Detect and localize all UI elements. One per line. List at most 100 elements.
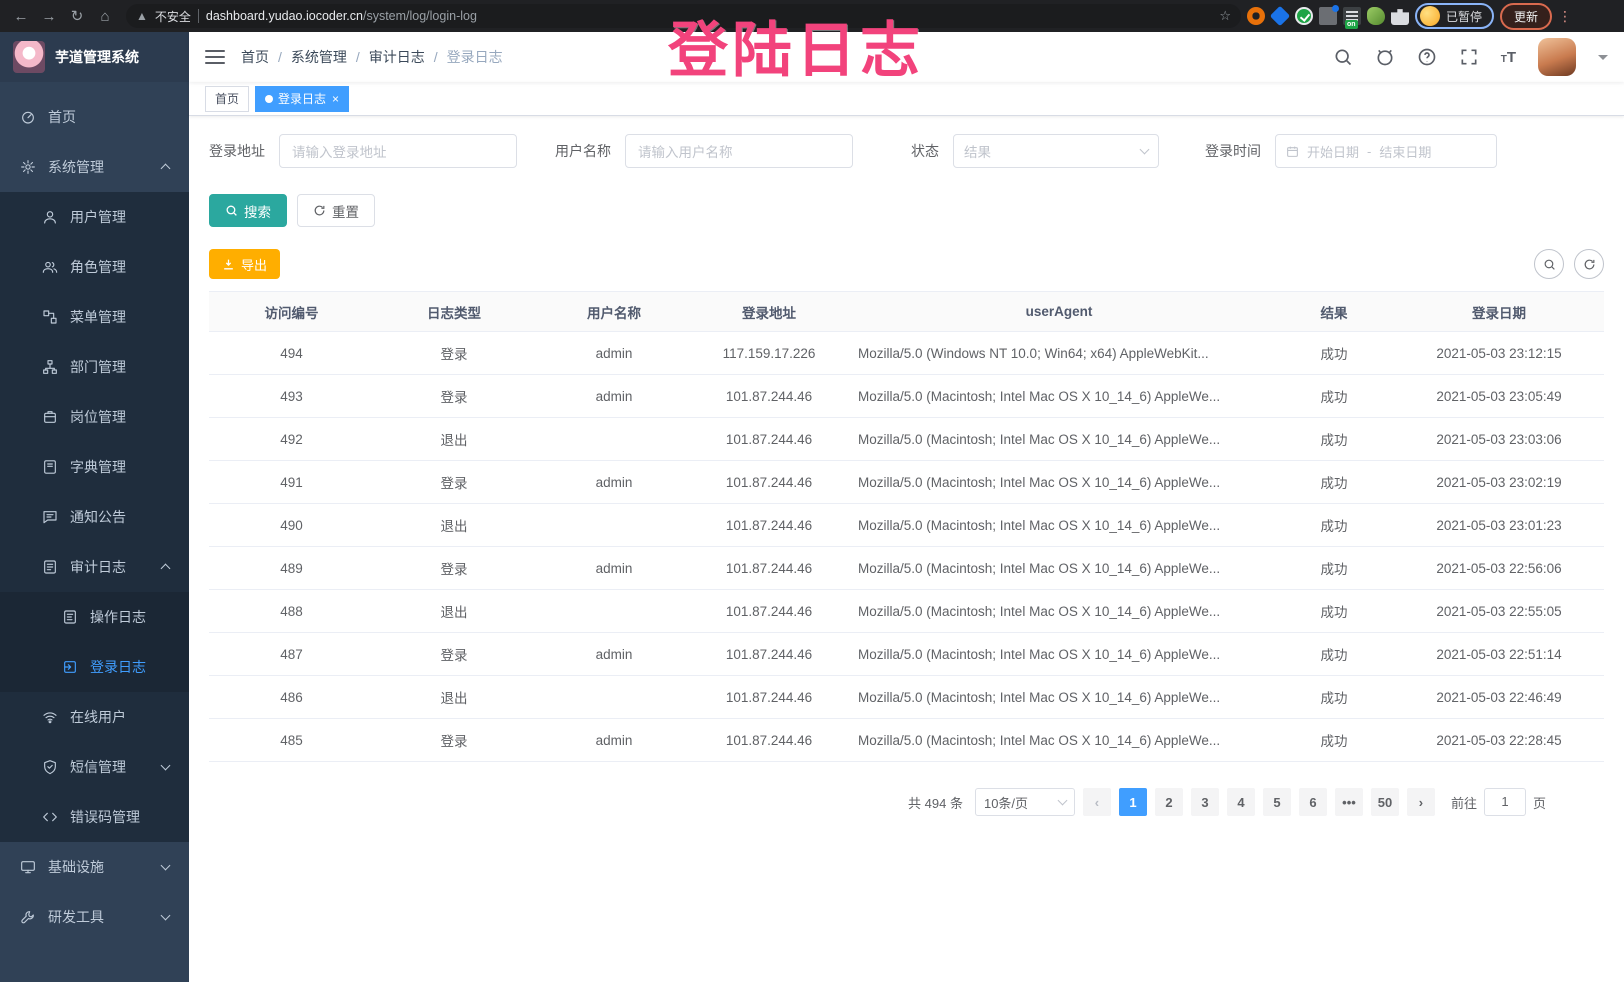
refresh-icon	[1584, 259, 1594, 269]
breadcrumb-item-2[interactable]: 系统管理	[290, 49, 347, 65]
tag-2[interactable]: 登录日志 ×	[255, 85, 350, 112]
browser-reload-icon[interactable]: ↻	[70, 8, 84, 25]
browser-forward-icon[interactable]: →	[41, 7, 57, 25]
export-button[interactable]: 导出	[209, 249, 281, 279]
table-row[interactable]: 489 登录 admin 101.87.244.46 Mozilla/5.0 (Maci…	[209, 546, 1604, 590]
user-avatar[interactable]	[1538, 38, 1576, 76]
extension-grid-icon[interactable]	[1319, 5, 1339, 25]
sidebar-item-14[interactable]: 短信管理	[0, 742, 189, 792]
table-cell: 117.159.17.226	[694, 331, 844, 375]
reset-button[interactable]: 重置	[297, 194, 375, 227]
tag-1[interactable]: 首页	[205, 85, 250, 112]
extension-list-icon[interactable]: on	[1343, 7, 1361, 29]
sidebar-item-5[interactable]: 菜单管理	[0, 292, 189, 342]
page-button-50[interactable]: 50	[1370, 788, 1399, 816]
refresh-table-button[interactable]	[1574, 249, 1604, 279]
sidebar-item-7[interactable]: 岗位管理	[0, 392, 189, 442]
browser-profile-chip[interactable]: 已暂停	[1415, 3, 1495, 29]
page-button-2[interactable]: 2	[1154, 788, 1183, 816]
page-button-1[interactable]: 1	[1118, 788, 1147, 816]
sidebar-item-9[interactable]: 通知公告	[0, 492, 189, 542]
github-icon[interactable]	[1375, 47, 1395, 67]
goto-page-input[interactable]: 1	[1483, 788, 1526, 816]
page-button-3[interactable]: 3	[1190, 788, 1219, 816]
dashboard-icon	[20, 109, 36, 125]
browser-menu-icon[interactable]: ⋮	[1558, 7, 1573, 24]
peoples-icon	[42, 259, 58, 275]
sidebar-item-16[interactable]: 基础设施	[0, 842, 189, 892]
login-address-input[interactable]: 请输入登录地址	[279, 134, 517, 168]
table-row[interactable]: 493 登录 admin 101.87.244.46 Mozilla/5.0 (Maci…	[209, 374, 1604, 418]
table-row[interactable]: 492 退出 101.87.244.46 Mozilla/5.0 (Macintosh…	[209, 417, 1604, 461]
hamburger-icon[interactable]	[205, 46, 225, 68]
next-page-button[interactable]: ›	[1406, 788, 1435, 816]
page-size-select[interactable]: 10条/页	[974, 788, 1075, 816]
page-button-5[interactable]: 5	[1262, 788, 1291, 816]
page-button-6[interactable]: 6	[1298, 788, 1327, 816]
search-button[interactable]: 搜索	[209, 194, 287, 227]
sidebar-item-2[interactable]: 系统管理	[0, 142, 189, 192]
sidebar-item-12[interactable]: 登录日志	[0, 642, 189, 692]
sidebar-item-3[interactable]: 用户管理	[0, 192, 189, 242]
sidebar-item-4[interactable]: 角色管理	[0, 242, 189, 292]
omnibox-divider	[197, 9, 199, 23]
table-cell: 成功	[1274, 331, 1394, 375]
table-header-row: 访问编号 日志类型 用户名称 登录地址 userAgent 结果 登录日期	[209, 291, 1604, 332]
table-cell: 485	[209, 718, 374, 762]
pager-ellipsis[interactable]: •••	[1334, 788, 1363, 816]
browser-home-icon[interactable]: ⌂	[100, 7, 110, 25]
sidebar-item-6[interactable]: 部门管理	[0, 342, 189, 392]
sidebar-item-11[interactable]: 操作日志	[0, 592, 189, 642]
extension-orange-icon[interactable]	[1247, 7, 1265, 25]
column-header: 登录日期	[1394, 291, 1604, 332]
font-size-icon[interactable]: TT	[1500, 48, 1516, 66]
table-row[interactable]: 490 退出 101.87.244.46 Mozilla/5.0 (Macintosh…	[209, 503, 1604, 547]
extension-green-check-icon[interactable]	[1295, 7, 1313, 25]
filter-time-label: 登录时间	[1205, 143, 1261, 159]
browser-back-icon[interactable]: ←	[13, 7, 29, 25]
fullscreen-icon[interactable]	[1459, 47, 1479, 67]
breadcrumb-item-1[interactable]: 首页	[241, 49, 269, 65]
security-warning-icon[interactable]: ▲	[136, 9, 148, 23]
login-log-table: 访问编号 日志类型 用户名称 登录地址 userAgent 结果 登录日期 494 登录 adm…	[209, 291, 1604, 762]
header-search-icon[interactable]	[1333, 47, 1353, 67]
status-select[interactable]: 结果	[953, 134, 1159, 168]
sidebar-item-1[interactable]: 首页	[0, 92, 189, 142]
extension-leaf-icon[interactable]	[1367, 7, 1385, 25]
extension-blue-gem-icon[interactable]	[1269, 5, 1291, 27]
sidebar-item-15[interactable]: 错误码管理	[0, 792, 189, 842]
username-input[interactable]: 请输入用户名称	[625, 134, 853, 168]
table-toolbar: 导出	[209, 249, 1604, 279]
breadcrumb-separator: /	[433, 49, 438, 65]
bookmark-star-icon[interactable]: ☆	[1219, 8, 1231, 23]
table-row[interactable]: 494 登录 admin 117.159.17.226 Mozilla/5.0 (Win…	[209, 331, 1604, 375]
sidebar-item-8[interactable]: 字典管理	[0, 442, 189, 492]
prev-page-button[interactable]: ‹	[1082, 788, 1111, 816]
table-row[interactable]: 485 登录 admin 101.87.244.46 Mozilla/5.0 (Maci…	[209, 718, 1604, 762]
help-icon[interactable]	[1417, 47, 1437, 67]
avatar-caret-down-icon[interactable]	[1598, 55, 1608, 65]
chevron-down-icon	[160, 860, 171, 871]
table-cell: 2021-05-03 23:02:19	[1394, 460, 1604, 504]
page-button-4[interactable]: 4	[1226, 788, 1255, 816]
extensions-puzzle-icon[interactable]	[1391, 9, 1409, 25]
browser-update-button[interactable]: 更新	[1500, 2, 1553, 30]
table-row[interactable]: 488 退出 101.87.244.46 Mozilla/5.0 (Macintosh…	[209, 589, 1604, 633]
sidebar-item-17[interactable]: 研发工具	[0, 892, 189, 942]
chevron-down-icon	[160, 910, 171, 921]
address-bar[interactable]: ▲ 不安全 dashboard.yudao.iocoder.cn/system/…	[126, 4, 1241, 28]
table-row[interactable]: 486 退出 101.87.244.46 Mozilla/5.0 (Macintosh…	[209, 675, 1604, 719]
login-time-range-picker[interactable]: 开始日期 - 结束日期	[1275, 134, 1497, 168]
sidebar-logo-row[interactable]: 芋道管理系统	[0, 32, 189, 82]
column-header: 结果	[1274, 291, 1394, 332]
table-row[interactable]: 491 登录 admin 101.87.244.46 Mozilla/5.0 (Maci…	[209, 460, 1604, 504]
sidebar-item-label: 在线用户	[70, 709, 126, 725]
breadcrumb-item-3[interactable]: 审计日志	[368, 49, 425, 65]
tag-active-dot	[265, 94, 274, 103]
sidebar-item-13[interactable]: 在线用户	[0, 692, 189, 742]
table-row[interactable]: 487 登录 admin 101.87.244.46 Mozilla/5.0 (Maci…	[209, 632, 1604, 676]
online-icon	[42, 709, 58, 725]
tag-close-icon[interactable]: ×	[332, 91, 340, 106]
sidebar-item-10[interactable]: 审计日志	[0, 542, 189, 592]
toggle-search-button[interactable]	[1534, 249, 1564, 279]
